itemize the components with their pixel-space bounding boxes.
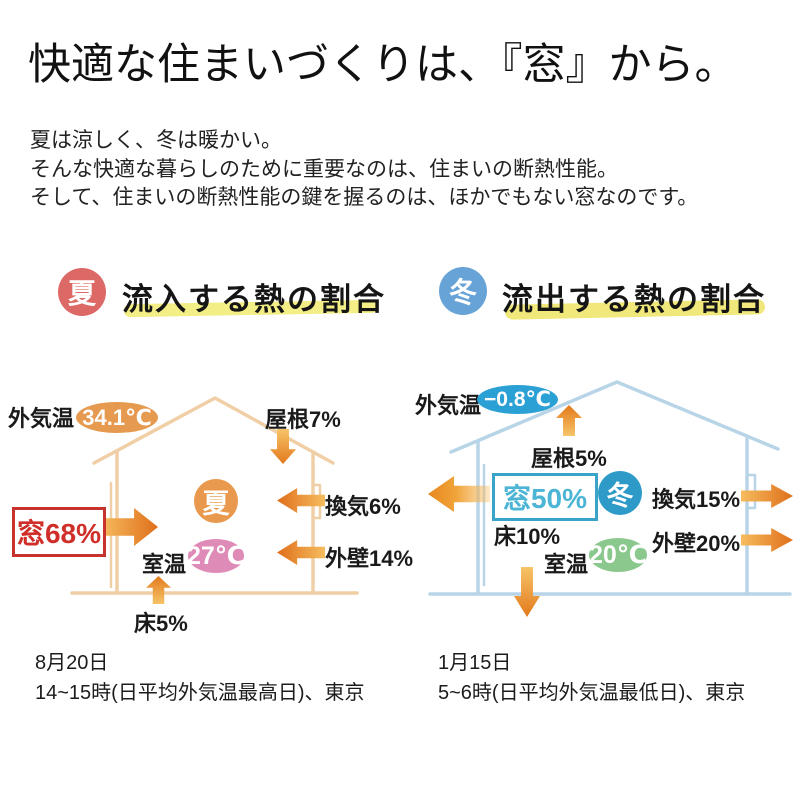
winter-heading: 流出する熱の割合 [502,282,766,317]
summer-caption: 8月20日 14~15時(日平均外気温最高日)、東京 [35,648,365,708]
summer-outdoor-temp-pill: 34.1℃ [76,402,158,433]
winter-roof [449,380,780,454]
summer-window-percent-box: 窓68% [12,507,106,557]
intro-line-3: そして、住まいの断熱性能の鍵を握るのは、ほかでもない窓なのです。 [30,186,699,209]
winter-floor-label: 床10% [494,524,561,549]
intro-paragraph: 夏は涼しく、冬は暖かい。 そんな快適な暮らしのために重要なのは、住まいの断熱性能… [30,127,698,213]
summer-room-temp-label: 室温 [142,552,187,577]
winter-season-circle: 冬 [598,471,642,515]
winter-room-temp-label: 室温 [544,552,589,577]
summer-roof [92,396,335,465]
winter-outdoor-temp-pill: −0.8℃ [477,385,558,414]
summer-caption-date: 8月20日 [35,652,109,674]
intro-line-2: そんな快適な暮らしのために重要なのは、住まいの断熱性能。 [30,157,618,181]
winter-vent-label: 換気15% [652,487,741,512]
winter-caption: 1月15日 5~6時(日平均外気温最低日)、東京 [438,648,745,708]
winter-house-outline [428,380,792,596]
summer-floor-label: 床5% [134,611,188,636]
summer-heading: 流入する熱の割合 [122,282,386,317]
summer-wall-label: 外壁14% [325,546,414,571]
winter-badge: 冬 [439,267,487,315]
summer-roof-label: 屋根7% [265,407,341,432]
summer-badge: 夏 [58,268,106,316]
intro-line-1: 夏は涼しく、冬は暖かい。 [30,129,282,152]
winter-roof-label: 屋根5% [531,446,607,471]
winter-window-percent-box: 窓50% [492,473,598,521]
summer-room-temp-pill: 27℃ [187,539,245,573]
summer-caption-detail: 14~15時(日平均外気温最高日)、東京 [35,682,365,704]
winter-room-temp-pill: 20℃ [589,538,647,572]
summer-outdoor-temp-label: 外気温 [8,406,75,431]
winter-caption-date: 1月15日 [438,652,512,674]
winter-wall-label: 外壁20% [652,531,741,556]
winter-outdoor-temp-label: 外気温 [415,393,482,418]
summer-season-circle: 夏 [194,479,238,523]
winter-caption-detail: 5~6時(日平均外気温最低日)、東京 [438,682,746,704]
page-title: 快適な住まいづくりは、『窓』から。 [28,41,738,89]
summer-vent-label: 換気6% [325,494,401,519]
